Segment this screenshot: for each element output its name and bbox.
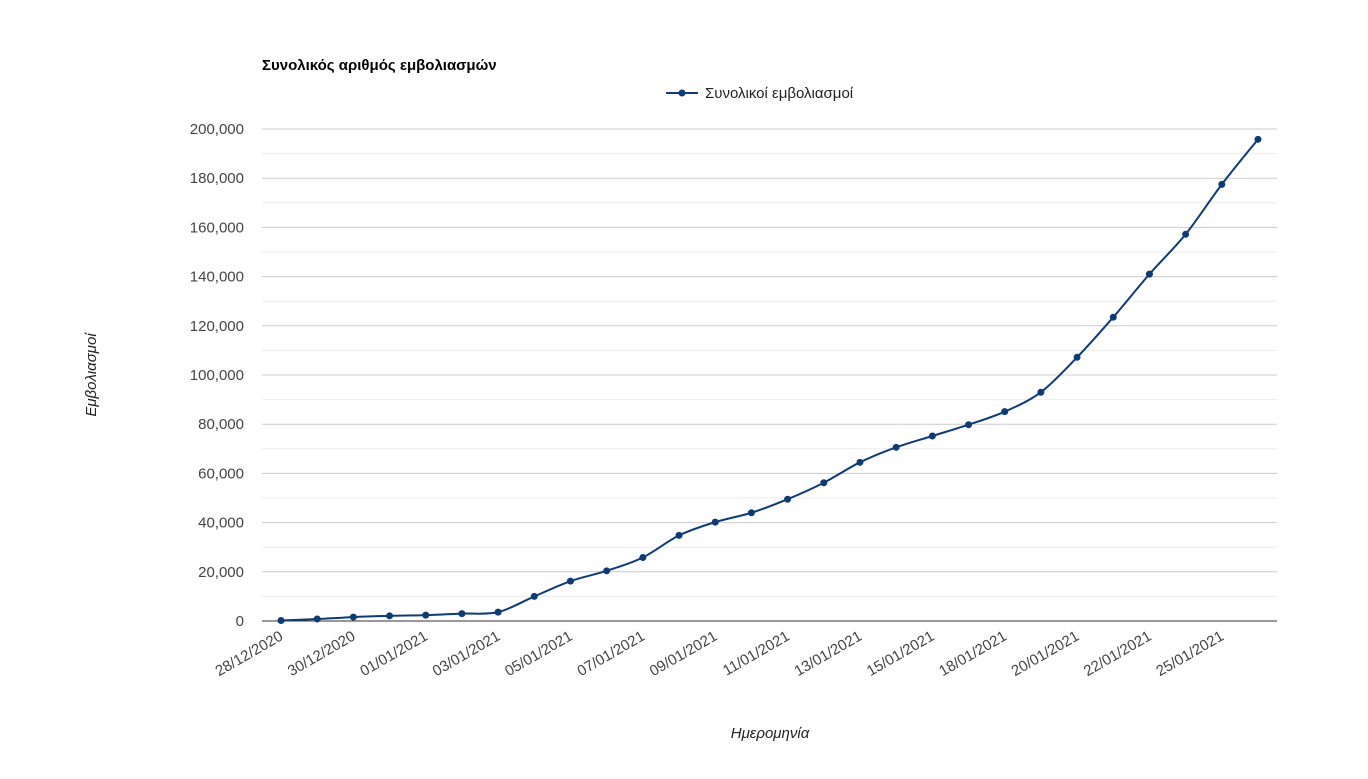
x-tick-label: 11/01/2021: [720, 628, 793, 680]
y-axis-ticks: 0 20,000 40,000 60,000 80,000 100,000 120,000 1…: [190, 121, 244, 630]
gridlines: [262, 128, 1277, 622]
x-tick-label: 03/01/2021: [430, 628, 504, 680]
y-tick-label: 160,000: [190, 219, 244, 236]
y-tick-label: 0: [236, 613, 244, 630]
data-point[interactable]: [892, 443, 900, 451]
y-tick-label: 20,000: [198, 564, 244, 581]
x-tick-label: 15/01/2021: [864, 628, 938, 680]
x-tick-label: 20/01/2021: [1009, 628, 1083, 680]
data-point[interactable]: [1001, 408, 1009, 416]
data-point[interactable]: [675, 531, 683, 539]
y-tick-label: 60,000: [198, 465, 244, 482]
y-tick-label: 100,000: [190, 367, 244, 384]
y-tick-label: 120,000: [190, 318, 244, 335]
data-point[interactable]: [494, 608, 502, 616]
data-point[interactable]: [1073, 353, 1081, 361]
x-tick-label: 09/01/2021: [647, 628, 721, 680]
x-tick-label: 22/01/2021: [1081, 628, 1155, 680]
data-point[interactable]: [277, 617, 285, 625]
data-point[interactable]: [820, 479, 828, 487]
y-tick-label: 200,000: [190, 121, 244, 138]
x-tick-label: 30/12/2020: [285, 628, 359, 680]
data-point[interactable]: [422, 611, 430, 619]
data-point[interactable]: [1037, 388, 1045, 396]
y-tick-label: 140,000: [190, 269, 244, 286]
legend-dot-marker: [678, 89, 686, 97]
data-point[interactable]: [965, 421, 973, 429]
data-point[interactable]: [1109, 313, 1117, 321]
chart-title: Συνολικός αριθμός εμβολιασμών: [262, 57, 497, 74]
data-point[interactable]: [1254, 135, 1262, 143]
y-tick-label: 180,000: [190, 170, 244, 187]
data-point[interactable]: [856, 458, 864, 466]
x-tick-label: 25/01/2021: [1153, 628, 1227, 680]
legend[interactable]: Συνολικοί εμβολιασμοί: [666, 85, 854, 102]
legend-label: Συνολικοί εμβολιασμοί: [705, 85, 854, 102]
data-point[interactable]: [386, 612, 394, 620]
series-points: [277, 135, 1262, 625]
data-point[interactable]: [1182, 230, 1190, 238]
data-point[interactable]: [711, 518, 719, 526]
data-point[interactable]: [566, 577, 574, 585]
x-tick-label: 13/01/2021: [791, 628, 865, 680]
x-tick-label: 05/01/2021: [502, 628, 576, 680]
data-point[interactable]: [1145, 270, 1153, 278]
data-point[interactable]: [603, 567, 611, 575]
data-point[interactable]: [313, 615, 321, 623]
data-point[interactable]: [349, 613, 357, 621]
data-point[interactable]: [747, 509, 755, 517]
x-tick-label: 18/01/2021: [936, 628, 1010, 680]
x-tick-label: 01/01/2021: [357, 628, 431, 680]
data-point[interactable]: [928, 432, 936, 440]
data-point[interactable]: [530, 592, 538, 600]
series-line: [280, 138, 1259, 622]
x-axis-ticks: 28/12/202030/12/202001/01/202103/01/2021…: [212, 628, 1226, 680]
x-tick-label: 28/12/2020: [212, 628, 286, 680]
data-point[interactable]: [1218, 180, 1226, 188]
y-axis-title: Εμβολιασμοί: [83, 332, 100, 417]
x-tick-label: 07/01/2021: [574, 628, 648, 680]
data-point[interactable]: [458, 610, 466, 618]
data-point[interactable]: [784, 495, 792, 503]
y-tick-label: 80,000: [198, 416, 244, 433]
y-tick-label: 40,000: [198, 515, 244, 532]
x-axis-title: Ημερομηνία: [731, 725, 810, 742]
data-point[interactable]: [639, 554, 647, 562]
